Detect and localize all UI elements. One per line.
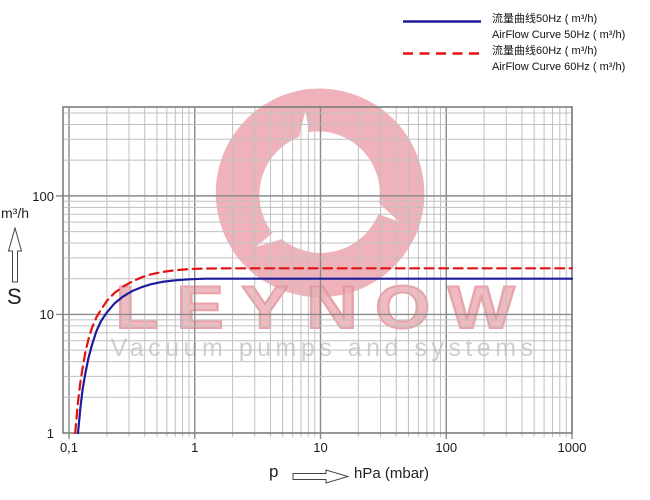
x-tick-label: 10 (313, 440, 328, 455)
up-arrow-icon (7, 227, 23, 283)
plot-frame (62, 106, 573, 434)
legend: 流量曲线50Hz ( m³/h) AirFlow Curve 50Hz ( m³… (402, 12, 625, 76)
leynow-logo-icon (215, 88, 425, 298)
x-axis-symbol: p (269, 462, 279, 481)
legend-label-50hz-cn: 流量曲线50Hz ( m³/h) (492, 13, 598, 25)
legend-swatch-50hz-line (403, 20, 481, 23)
x-tick-label: 0,1 (59, 440, 79, 455)
legend-label-60hz-cn: 流量曲线60Hz ( m³/h) (492, 45, 598, 57)
y-tick-label: 1 (46, 426, 54, 441)
legend-label-50hz-en: AirFlow Curve 50Hz ( m³/h) (492, 28, 626, 41)
x-tick-label: 100 (435, 440, 458, 455)
x-tick-label: 1000 (557, 440, 587, 455)
x-tick-label: 1 (191, 440, 199, 455)
y-axis-symbol: S (7, 284, 22, 309)
legend-item-50hz: 流量曲线50Hz ( m³/h) AirFlow Curve 50Hz ( m³… (402, 12, 625, 43)
y-axis-unit-label: m³/h (1, 205, 29, 221)
x-axis-unit-label: hPa (mbar) (354, 465, 430, 482)
right-arrow-icon (292, 469, 350, 484)
y-tick-label: 100 (32, 188, 54, 204)
legend-label-60hz-en: AirFlow Curve 60Hz ( m³/h) (492, 60, 626, 73)
airflow-curve-60hz (74, 267, 574, 435)
airflow-curve-50hz (76, 277, 574, 435)
y-tick-label: 10 (39, 307, 54, 323)
legend-swatch-60hz-line (403, 52, 481, 55)
watermark-tagline-text: Vacuum pumps and systems (110, 334, 538, 362)
legend-item-60hz: 流量曲线60Hz ( m³/h) AirFlow Curve 60Hz ( m³… (402, 44, 625, 75)
